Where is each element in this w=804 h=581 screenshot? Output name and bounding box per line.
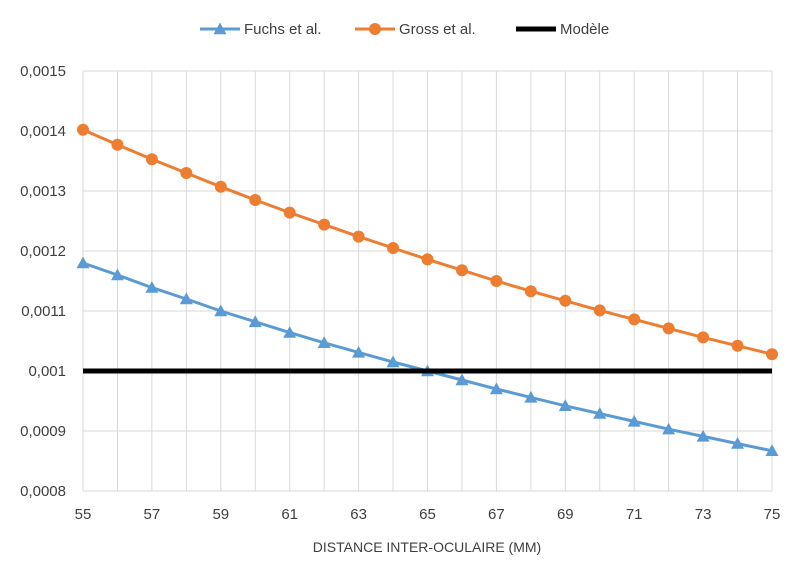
series-layer [76, 123, 779, 456]
legend-item: Modèle [516, 21, 609, 38]
legend-item: Fuchs et al. [200, 21, 322, 38]
x-axis-title: DISTANCE INTER-OCULAIRE (MM) [313, 539, 541, 555]
x-tick-label: 65 [419, 506, 436, 523]
data-point [524, 390, 538, 403]
data-point [76, 256, 90, 269]
tick-labels: 0,0015 0,0014 0,0013 0,0012 0,0011 0,001 0,000… [20, 63, 780, 523]
y-tick-label: 0,0014 [20, 123, 66, 140]
data-point [455, 264, 468, 277]
data-point [352, 230, 365, 243]
legend-marker [369, 23, 381, 35]
legend-label: Fuchs et al. [244, 21, 322, 38]
data-point [283, 326, 297, 338]
x-tick-label: 73 [695, 506, 712, 523]
legend-label: Modèle [560, 21, 609, 38]
data-point [628, 313, 641, 326]
data-point [765, 444, 779, 456]
y-tick-label: 0,0011 [21, 303, 66, 320]
data-point [627, 414, 641, 427]
data-point [489, 382, 503, 395]
data-point [662, 322, 675, 335]
x-tick-label: 75 [764, 506, 781, 523]
data-point [696, 429, 710, 442]
y-tick-label: 0,0012 [20, 243, 66, 260]
data-point [593, 407, 607, 419]
data-point [524, 285, 537, 298]
data-point [214, 304, 228, 317]
x-tick-label: 71 [626, 506, 643, 523]
data-point [731, 339, 744, 352]
data-point [179, 292, 193, 305]
y-tick-label: 0,0015 [20, 63, 66, 80]
data-point [283, 206, 296, 219]
x-tick-label: 67 [488, 506, 505, 523]
legend-marker [213, 22, 227, 35]
data-point [490, 275, 503, 287]
x-tick-label: 59 [212, 506, 229, 523]
data-point [455, 373, 469, 386]
data-point [387, 242, 400, 254]
legend: Fuchs et al. Gross et al. Modèle [200, 21, 609, 38]
data-point [731, 437, 745, 449]
data-point [111, 138, 124, 151]
data-point [318, 218, 331, 231]
data-point [558, 399, 572, 411]
data-point [662, 422, 676, 435]
data-point [352, 345, 366, 358]
data-point [145, 153, 158, 166]
x-tick-label: 55 [75, 506, 92, 523]
data-point [214, 180, 227, 193]
data-point [697, 331, 710, 344]
data-point [766, 348, 778, 361]
data-point [249, 194, 262, 206]
data-point [145, 281, 159, 293]
y-tick-label: 0,0013 [20, 183, 66, 200]
y-tick-label: 0,001 [28, 363, 66, 380]
data-point [593, 304, 606, 317]
data-point [559, 294, 572, 307]
legend-item: Gross et al. [355, 21, 476, 38]
data-point [317, 336, 331, 348]
y-tick-label: 0,0008 [20, 483, 66, 500]
data-point [386, 355, 400, 368]
series-1 [77, 123, 778, 361]
data-point [421, 253, 434, 266]
y-tick-label: 0,0009 [20, 423, 66, 440]
data-point [248, 315, 262, 327]
x-tick-label: 69 [557, 506, 574, 523]
x-tick-label: 61 [281, 506, 298, 523]
data-point [77, 123, 89, 136]
data-point [180, 167, 193, 179]
data-point [110, 268, 124, 281]
legend-label: Gross et al. [399, 21, 476, 38]
x-tick-label: 57 [144, 506, 161, 523]
x-tick-label: 63 [350, 506, 367, 523]
